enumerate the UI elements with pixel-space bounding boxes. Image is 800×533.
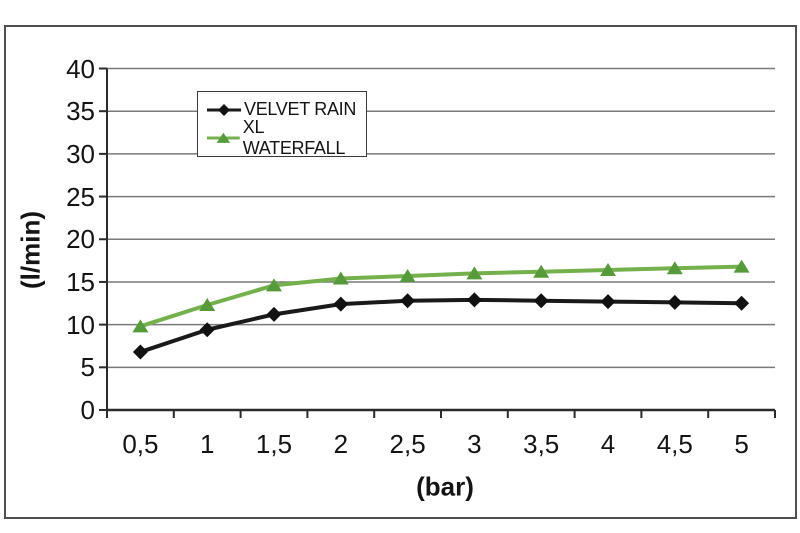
- chart-border-frame: [4, 25, 797, 519]
- data-point-xl-waterfall: [533, 264, 550, 278]
- data-point-velvet-rain: [132, 344, 148, 360]
- y-axis-title: (l/min): [15, 211, 46, 289]
- data-point-xl-waterfall: [600, 262, 616, 276]
- x-axis-tick-label: 4: [600, 429, 616, 459]
- y-axis-tick-label: 25: [66, 181, 95, 212]
- x-axis-tick-label: 4,5: [656, 429, 693, 459]
- data-point-velvet-rain: [199, 322, 215, 338]
- x-axis-tick-label: 0,5: [122, 429, 159, 459]
- data-point-xl-waterfall: [733, 259, 750, 273]
- data-point-xl-waterfall: [666, 261, 683, 275]
- data-point-velvet-rain: [667, 294, 683, 310]
- y-axis-tick-label: 10: [66, 309, 95, 340]
- legend-label: VELVET RAIN: [244, 99, 357, 120]
- data-point-velvet-rain: [333, 296, 349, 312]
- x-axis-tick-label: 3: [467, 429, 482, 459]
- data-point-velvet-rain: [600, 294, 616, 310]
- x-axis-tick-label: 2,5: [389, 429, 426, 459]
- x-axis-tick-label: 5: [734, 429, 749, 459]
- xl-waterfall-legend-marker-icon: [206, 133, 240, 144]
- x-axis-title: (bar): [416, 471, 474, 502]
- y-axis-tick-label: 20: [66, 224, 95, 255]
- data-point-velvet-rain: [533, 293, 549, 309]
- y-axis-tick-label: 15: [66, 266, 95, 297]
- y-axis-tick-label: 5: [80, 352, 95, 383]
- data-point-velvet-rain: [466, 292, 482, 308]
- legend-item-velvet-rain: VELVET RAIN: [206, 99, 366, 121]
- y-axis-tick-label: 0: [80, 395, 95, 425]
- x-axis-tick-label: 2: [333, 429, 349, 459]
- series-line-velvet-rain: [139, 297, 742, 354]
- y-axis-tick-label: 35: [66, 96, 95, 127]
- x-axis-tick-label: 1,5: [255, 429, 293, 459]
- data-point-velvet-rain: [266, 306, 282, 322]
- data-point-xl-waterfall: [399, 268, 416, 282]
- data-point-velvet-rain: [400, 293, 416, 309]
- y-axis-tick-label: 40: [66, 53, 95, 84]
- data-point-xl-waterfall: [466, 266, 483, 280]
- data-point-xl-waterfall: [199, 297, 216, 311]
- data-point-xl-waterfall: [266, 278, 282, 292]
- legend: VELVET RAIN XL WATERFALL: [197, 91, 367, 158]
- y-axis-tick-label: 30: [66, 138, 95, 169]
- data-point-xl-waterfall: [132, 319, 149, 333]
- legend-label: XL WATERFALL: [242, 117, 346, 159]
- x-axis-tick-label: 3,5: [523, 429, 560, 459]
- legend-item-xl-waterfall: XL WATERFALL: [206, 117, 366, 158]
- x-axis-tick-label: 1: [199, 429, 215, 459]
- data-point-velvet-rain: [734, 295, 750, 311]
- series-line-xl-waterfall: [139, 264, 742, 329]
- data-point-xl-waterfall: [332, 271, 349, 285]
- velvet-rain-legend-marker-icon: [207, 103, 241, 116]
